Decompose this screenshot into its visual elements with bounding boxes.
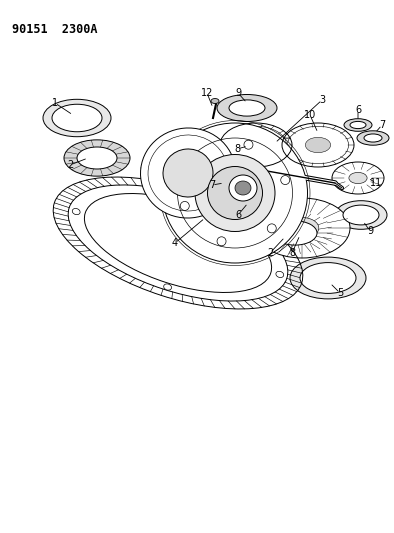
Text: 1: 1 (52, 98, 58, 108)
Ellipse shape (84, 193, 271, 293)
Ellipse shape (254, 198, 350, 258)
Text: 8: 8 (234, 144, 240, 154)
Ellipse shape (287, 126, 349, 164)
Ellipse shape (77, 147, 117, 169)
Ellipse shape (335, 201, 387, 229)
Ellipse shape (364, 134, 382, 142)
Text: 9: 9 (235, 88, 241, 98)
Ellipse shape (164, 284, 171, 290)
Ellipse shape (290, 257, 366, 299)
Circle shape (281, 175, 290, 184)
Ellipse shape (229, 100, 265, 116)
Ellipse shape (243, 138, 269, 152)
Ellipse shape (235, 181, 251, 195)
Text: 10: 10 (304, 110, 316, 120)
Text: 6: 6 (355, 105, 361, 115)
Ellipse shape (141, 128, 236, 218)
Text: 12: 12 (201, 88, 213, 98)
Ellipse shape (273, 221, 317, 245)
Ellipse shape (357, 131, 389, 145)
Text: 7: 7 (379, 120, 385, 130)
Circle shape (217, 237, 226, 246)
Ellipse shape (225, 126, 286, 164)
Circle shape (180, 201, 189, 211)
Text: 90151  2300A: 90151 2300A (12, 23, 97, 36)
Ellipse shape (43, 99, 111, 136)
Ellipse shape (229, 175, 257, 201)
Ellipse shape (52, 104, 102, 132)
Ellipse shape (349, 172, 367, 183)
Ellipse shape (257, 212, 333, 254)
Ellipse shape (211, 99, 219, 103)
Ellipse shape (195, 155, 275, 231)
Ellipse shape (64, 140, 130, 176)
Text: 6: 6 (235, 210, 241, 220)
Ellipse shape (217, 94, 277, 122)
Ellipse shape (163, 149, 213, 197)
Text: 2: 2 (267, 248, 273, 258)
Ellipse shape (208, 166, 262, 220)
Circle shape (194, 153, 203, 162)
Ellipse shape (241, 189, 265, 203)
Ellipse shape (68, 185, 288, 301)
Text: 2: 2 (67, 160, 73, 170)
Ellipse shape (72, 208, 80, 215)
Text: 8: 8 (289, 248, 295, 258)
Ellipse shape (332, 162, 384, 194)
Ellipse shape (344, 119, 372, 131)
Ellipse shape (285, 217, 319, 238)
Text: 5: 5 (337, 288, 343, 298)
Ellipse shape (218, 176, 288, 216)
Ellipse shape (276, 271, 284, 278)
Text: 11: 11 (370, 178, 382, 188)
Ellipse shape (300, 263, 356, 293)
Ellipse shape (162, 123, 307, 263)
Ellipse shape (210, 175, 246, 191)
Ellipse shape (350, 122, 366, 128)
Text: 7: 7 (209, 180, 215, 190)
Circle shape (244, 140, 253, 149)
Ellipse shape (343, 205, 379, 225)
Ellipse shape (305, 138, 331, 152)
Text: 4: 4 (172, 238, 178, 248)
Text: 3: 3 (319, 95, 325, 105)
Text: 9: 9 (367, 226, 373, 236)
Circle shape (267, 224, 276, 233)
Ellipse shape (184, 196, 192, 202)
Ellipse shape (218, 179, 238, 188)
